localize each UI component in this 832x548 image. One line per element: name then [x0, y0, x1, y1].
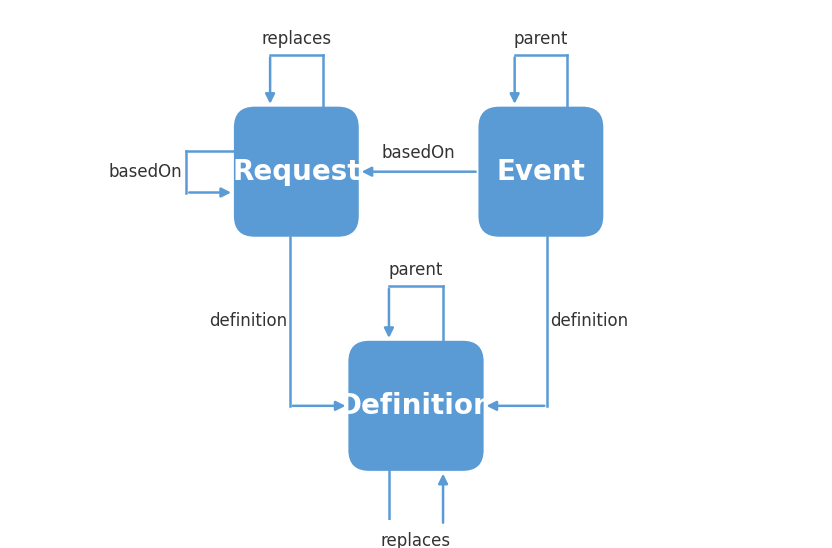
Text: Event: Event	[497, 158, 585, 186]
Text: replaces: replaces	[381, 532, 451, 548]
Text: parent: parent	[389, 261, 443, 279]
Text: definition: definition	[550, 312, 628, 330]
Text: basedOn: basedOn	[109, 163, 182, 181]
Text: replaces: replaces	[261, 30, 331, 48]
FancyBboxPatch shape	[234, 107, 359, 237]
Text: Definition: Definition	[339, 392, 493, 420]
Text: basedOn: basedOn	[382, 144, 455, 162]
Text: definition: definition	[210, 312, 288, 330]
Text: parent: parent	[513, 30, 568, 48]
FancyBboxPatch shape	[349, 341, 483, 471]
FancyBboxPatch shape	[478, 107, 603, 237]
Text: Request: Request	[232, 158, 360, 186]
